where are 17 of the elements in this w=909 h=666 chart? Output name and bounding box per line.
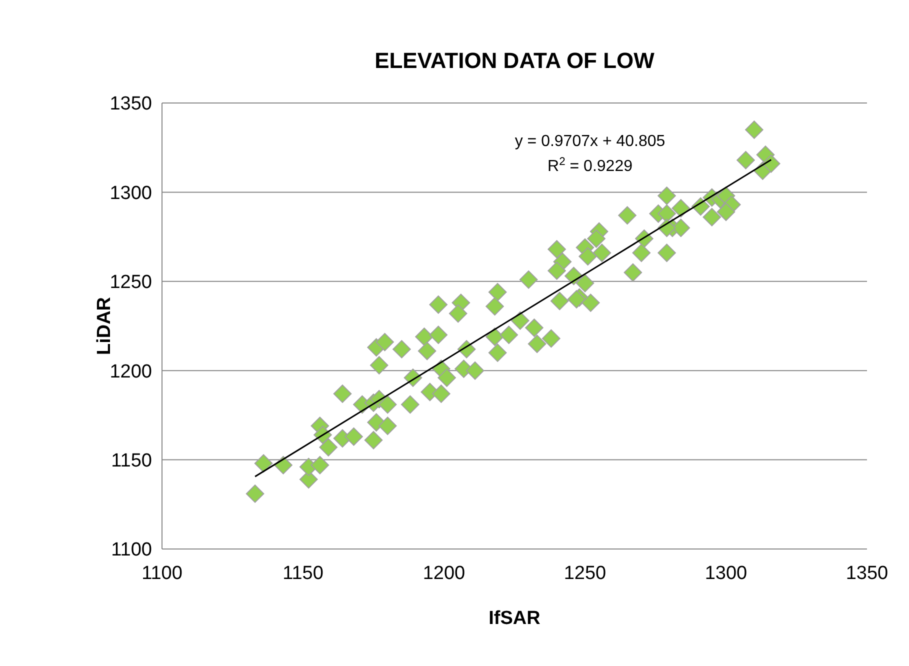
- annotation: y = 0.9707x + 40.805: [514, 133, 666, 150]
- annotation: R$^{2}$ = 0.9229: [548, 156, 633, 175]
- y-tick-label: 1200: [110, 361, 152, 382]
- x-tick-label: 1200: [422, 563, 466, 584]
- chart-title: ELEVATION DATA OF LOW: [374, 48, 655, 73]
- y-tick-label: 1300: [110, 182, 152, 204]
- y-tick-label: 1150: [111, 450, 152, 472]
- y-tick-label: 1350: [110, 94, 152, 115]
- x-tick-label: 1250: [564, 563, 606, 584]
- y-tick-label: 1100: [111, 540, 152, 561]
- x-tick-label: 1300: [704, 563, 748, 584]
- x-tick-label: 1150: [282, 563, 324, 584]
- x-tick-label: 1100: [142, 563, 182, 584]
- y-axis-title: LiDAR: [94, 296, 115, 356]
- x-tick-label: 1350: [846, 563, 888, 584]
- y-tick-label: 1250: [110, 272, 152, 294]
- x-axis-title: IfSAR: [488, 608, 541, 629]
